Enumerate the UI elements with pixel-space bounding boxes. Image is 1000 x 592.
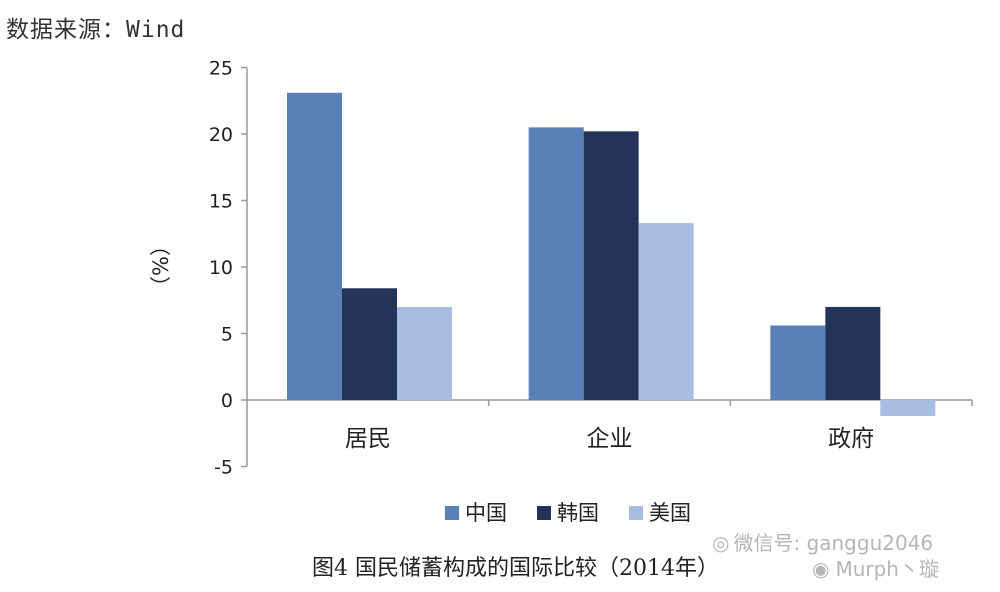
legend-label: 韩国	[557, 501, 599, 525]
bar-korea	[825, 306, 881, 400]
bar-korea	[583, 131, 639, 400]
category-label: 居民	[345, 426, 391, 452]
y-tick-label: 15	[209, 191, 233, 213]
watermark-line1: 微信号: ganggu2046	[733, 531, 934, 555]
chart-labels: （%） 居民 企业 政府	[149, 235, 874, 452]
chart-bars	[287, 92, 936, 416]
legend-label: 美国	[649, 501, 691, 525]
category-label: 企业	[587, 426, 633, 452]
bar-korea	[342, 288, 397, 400]
legend-label: 中国	[465, 501, 507, 525]
legend-swatch-usa	[629, 506, 643, 520]
bar-china	[770, 325, 826, 400]
y-tick-label: -5	[214, 457, 233, 479]
category-label: 政府	[828, 426, 874, 452]
y-axis-label: （%）	[149, 235, 173, 297]
y-tick-label: 0	[221, 390, 233, 412]
weibo-icon: ◉	[812, 557, 830, 581]
wechat-icon: ◎	[712, 531, 730, 555]
bar-usa	[880, 400, 936, 416]
bar-china	[287, 92, 342, 401]
bar-usa	[638, 223, 694, 400]
y-tick-label: 20	[209, 124, 233, 146]
y-tick-label: 10	[209, 257, 233, 279]
bar-usa	[397, 306, 452, 400]
watermark-line2: Murph丶璇	[835, 557, 939, 581]
y-tick-label: 25	[209, 58, 233, 80]
chart-legend: 中国 韩国 美国	[445, 501, 691, 525]
legend-swatch-china	[445, 506, 459, 520]
bar-china	[528, 127, 584, 400]
y-tick-label: 5	[221, 324, 233, 346]
legend-swatch-korea	[537, 506, 551, 520]
watermark: ◎ 微信号: ganggu2046 ◉ Murph丶璇	[712, 530, 939, 582]
data-source-note: 数据来源：Wind	[6, 17, 186, 43]
figure-caption: 图4 国民储蓄构成的国际比较（2014年）	[312, 556, 719, 581]
